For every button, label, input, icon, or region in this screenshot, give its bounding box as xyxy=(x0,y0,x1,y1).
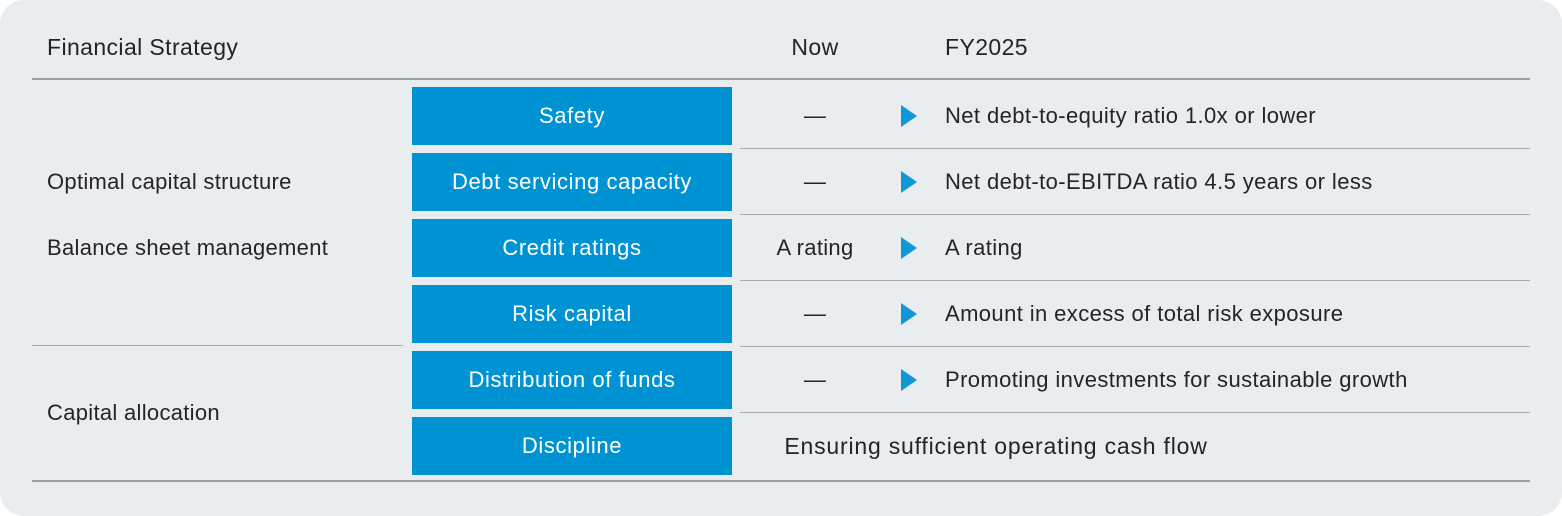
metric-box-debt-servicing-capacity: Debt servicing capacity xyxy=(412,153,732,211)
arrow-right-icon xyxy=(901,237,917,259)
now-value-distribution-of-funds: — xyxy=(803,367,827,392)
fy2025-target-debt-servicing-capacity: Net debt-to-EBITDA ratio 4.5 years or le… xyxy=(945,169,1373,194)
now-value-safety: — xyxy=(803,103,827,128)
category-capital-allocation: Capital allocation xyxy=(47,400,220,425)
row-divider xyxy=(740,346,1530,347)
column-header-now: Now xyxy=(791,34,839,60)
metric-box-credit-ratings: Credit ratings xyxy=(412,219,732,277)
row-divider xyxy=(740,280,1530,281)
category-balance-sheet-management: Balance sheet management xyxy=(47,235,329,260)
metric-box-distribution-of-funds: Distribution of funds xyxy=(412,351,732,409)
arrow-right-icon xyxy=(901,105,917,127)
metric-box-safety: Safety xyxy=(412,87,732,145)
row-divider xyxy=(740,148,1530,149)
page-title: Financial Strategy xyxy=(47,34,239,60)
metric-box-risk-capital: Risk capital xyxy=(412,285,732,343)
now-value-risk-capital: — xyxy=(803,301,827,326)
category-group-divider xyxy=(32,345,403,346)
footer-divider xyxy=(32,480,1530,482)
category-optimal-capital-structure: Optimal capital structure xyxy=(47,169,292,194)
now-value-debt-servicing-capacity: — xyxy=(803,169,827,194)
now-value-credit-ratings: A rating xyxy=(776,235,854,260)
column-header-fy2025: FY2025 xyxy=(945,34,1028,60)
metric-box-discipline: Discipline xyxy=(412,417,732,475)
header-divider xyxy=(32,78,1530,80)
row-divider xyxy=(740,412,1530,413)
row-divider xyxy=(740,214,1530,215)
arrow-right-icon xyxy=(901,303,917,325)
arrow-right-icon xyxy=(901,171,917,193)
arrow-right-icon xyxy=(901,369,917,391)
fy2025-target-credit-ratings: A rating xyxy=(945,235,1023,260)
discipline-spanning-note: Ensuring sufficient operating cash flow xyxy=(784,432,1208,459)
fy2025-target-distribution-of-funds: Promoting investments for sustainable gr… xyxy=(945,367,1408,392)
fy2025-target-risk-capital: Amount in excess of total risk exposure xyxy=(945,301,1344,326)
fy2025-target-safety: Net debt-to-equity ratio 1.0x or lower xyxy=(945,103,1317,128)
